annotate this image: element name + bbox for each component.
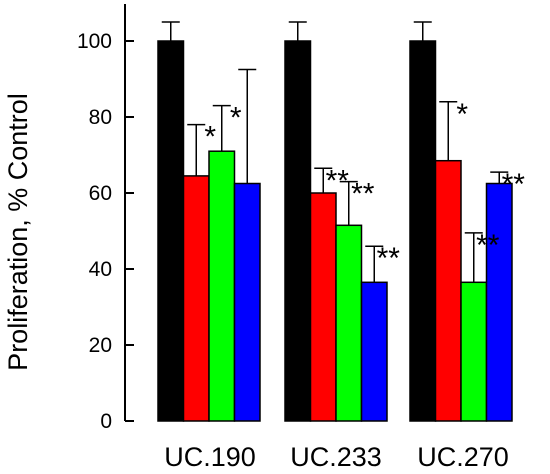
y-tick-label: 80: [89, 106, 112, 129]
bar: [284, 40, 312, 422]
y-tick-label: 100: [77, 30, 112, 53]
bar: [434, 159, 462, 422]
x-category-label: UC.233: [290, 442, 382, 472]
bar: [335, 224, 363, 422]
bar: [208, 150, 236, 422]
y-tick-label: 40: [89, 258, 112, 281]
bar: [460, 281, 488, 422]
significance-marker: **: [326, 164, 350, 197]
bar: [157, 40, 185, 422]
bar: [182, 175, 210, 422]
bar: [485, 182, 513, 422]
significance-marker: *: [204, 121, 216, 154]
significance-marker: **: [502, 168, 526, 201]
x-category-label: UC.270: [417, 442, 509, 472]
bar: [409, 40, 437, 422]
y-tick-label: 0: [100, 410, 112, 433]
significance-marker: **: [351, 178, 375, 211]
bar: [360, 281, 388, 422]
x-category-label: UC.190: [164, 442, 256, 472]
significance-marker: *: [456, 98, 468, 131]
y-tick-label: 60: [89, 182, 112, 205]
y-axis-title: Proliferation, % Control: [3, 93, 33, 371]
significance-marker: *: [230, 102, 242, 135]
y-tick-label: 20: [89, 334, 112, 357]
significance-marker: **: [377, 242, 401, 275]
significance-marker: **: [476, 229, 500, 262]
bar: [233, 182, 261, 422]
bar: [309, 192, 337, 422]
